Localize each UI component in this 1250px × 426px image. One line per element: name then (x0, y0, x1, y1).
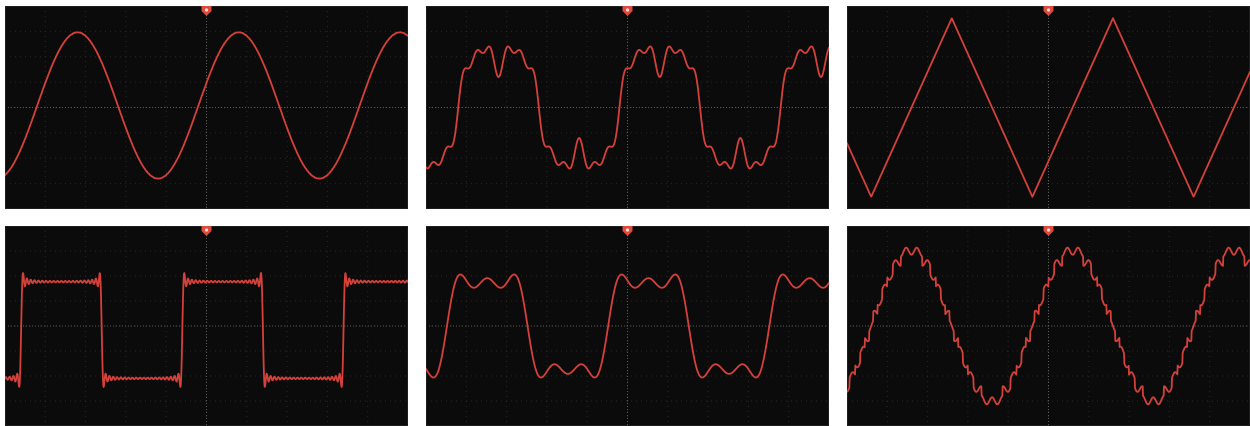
graticule (5, 226, 408, 426)
waveform-display-sine (5, 6, 408, 209)
trace-rounded-square-wave (426, 273, 829, 379)
oscilloscope-screen-5 (426, 226, 829, 426)
trace-sine-wave (5, 31, 408, 180)
oscilloscope-screen-4 (5, 226, 408, 426)
oscilloscope-screen-1 (5, 6, 408, 209)
trigger-marker-icon (201, 6, 212, 16)
trigger-marker-icon (1043, 6, 1054, 16)
graticule (5, 6, 408, 209)
trace-sine-harmonic-wave (426, 45, 829, 170)
waveform-display-stepped (847, 226, 1250, 426)
graticule (426, 6, 829, 209)
trace-square-wave (5, 272, 408, 388)
trace-triangle-wave (847, 17, 1250, 198)
trigger-marker-icon (201, 226, 212, 236)
graticule (847, 226, 1250, 426)
waveform-display-sine-harmonic (426, 6, 829, 209)
trace-stepped-wave (847, 246, 1250, 406)
waveform-display-triangle (847, 6, 1250, 209)
waveform-display-square (5, 226, 408, 426)
oscilloscope-screen-6 (847, 226, 1250, 426)
waveform-display-rounded-square (426, 226, 829, 426)
oscilloscope-screen-3 (847, 6, 1250, 209)
graticule (847, 6, 1250, 209)
trigger-marker-icon (622, 226, 633, 236)
oscilloscope-screen-2 (426, 6, 829, 209)
trigger-marker-icon (1043, 226, 1054, 236)
graticule (426, 226, 829, 426)
trigger-marker-icon (622, 6, 633, 16)
